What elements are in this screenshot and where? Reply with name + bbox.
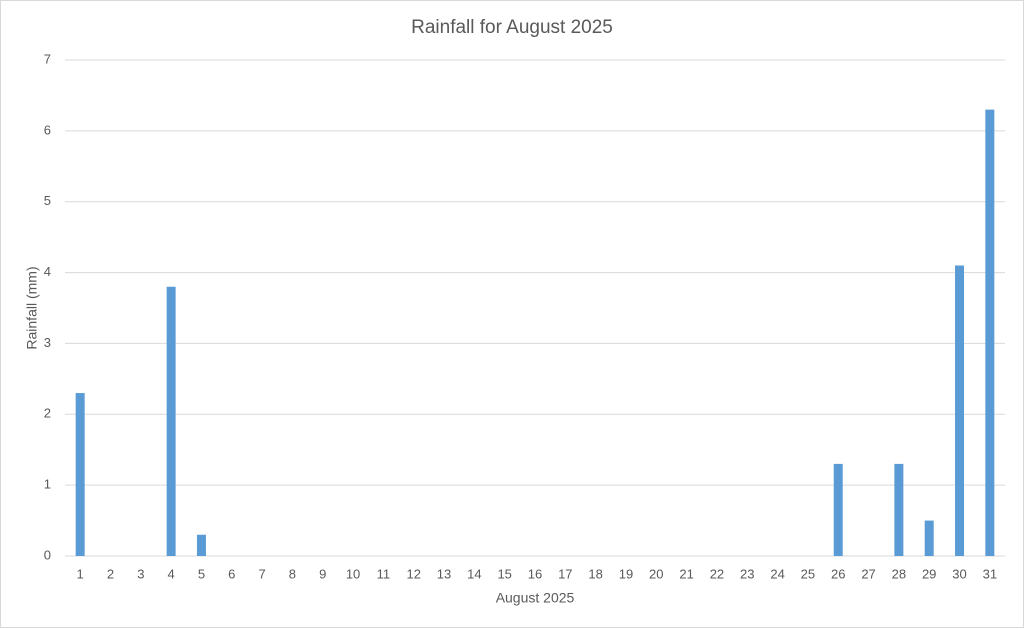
x-tick-label: 17 — [558, 566, 572, 581]
y-axis-label: Rainfall (mm) — [24, 266, 40, 349]
bar — [166, 286, 176, 556]
x-tick-label: 5 — [198, 566, 205, 581]
x-tick-label: 29 — [922, 566, 936, 581]
x-tick-label: 19 — [619, 566, 633, 581]
x-tick-label: 9 — [319, 566, 326, 581]
x-tick-label: 30 — [952, 566, 966, 581]
x-tick-label: 20 — [649, 566, 663, 581]
bar — [196, 534, 206, 556]
x-tick-label: 12 — [406, 566, 420, 581]
y-tick-label: 7 — [44, 51, 51, 66]
x-tick-label: 18 — [588, 566, 602, 581]
x-tick-label: 24 — [770, 566, 784, 581]
y-tick-label: 4 — [44, 264, 51, 279]
x-tick-label: 14 — [467, 566, 481, 581]
x-tick-label: 26 — [831, 566, 845, 581]
bar — [955, 265, 965, 556]
y-tick-label: 0 — [44, 547, 51, 562]
x-tick-label: 8 — [289, 566, 296, 581]
x-tick-label: 10 — [346, 566, 360, 581]
x-tick-label: 31 — [983, 566, 997, 581]
bar — [894, 463, 904, 556]
bar — [924, 520, 934, 556]
bar — [833, 463, 843, 556]
x-tick-label: 11 — [377, 566, 391, 581]
x-tick-label: 15 — [497, 566, 511, 581]
y-tick-label: 1 — [44, 477, 51, 492]
x-tick-label: 23 — [740, 566, 754, 581]
x-tick-label: 6 — [228, 566, 235, 581]
y-tick-label: 3 — [44, 335, 51, 350]
x-tick-label: 2 — [107, 566, 114, 581]
x-tick-label: 7 — [258, 566, 265, 581]
x-tick-label: 22 — [710, 566, 724, 581]
x-axis-label: August 2025 — [496, 590, 575, 606]
x-tick-label: 16 — [528, 566, 542, 581]
x-tick-label: 1 — [77, 566, 84, 581]
y-tick-label: 5 — [44, 193, 51, 208]
x-tick-label: 3 — [137, 566, 144, 581]
y-tick-label: 2 — [44, 406, 51, 421]
y-tick-label: 6 — [44, 122, 51, 137]
x-tick-label: 28 — [892, 566, 906, 581]
x-tick-label: 4 — [168, 566, 175, 581]
chart-title: Rainfall for August 2025 — [411, 17, 613, 38]
x-tick-label: 25 — [801, 566, 815, 581]
x-tick-label: 13 — [437, 566, 451, 581]
x-tick-label: 27 — [861, 566, 875, 581]
bar — [75, 393, 85, 556]
x-tick-label: 21 — [679, 566, 693, 581]
bar — [985, 109, 995, 556]
